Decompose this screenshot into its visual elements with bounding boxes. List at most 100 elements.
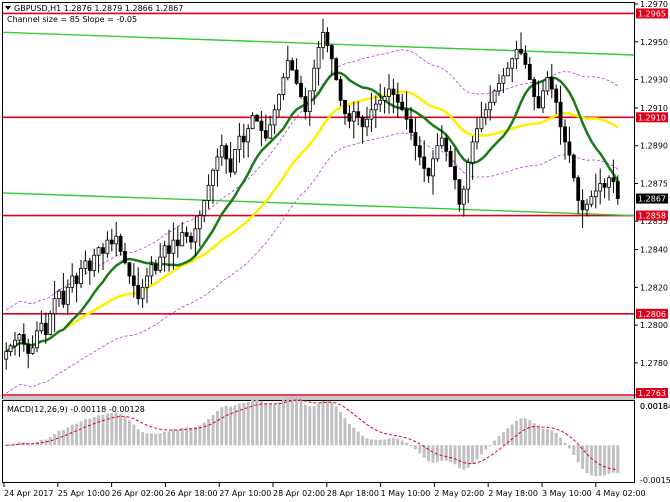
price-tag-label: 1.2763 xyxy=(638,389,666,398)
candle-body xyxy=(391,88,396,96)
macd-histogram-bar xyxy=(57,430,61,446)
candle-body xyxy=(70,275,75,288)
macd-histogram-bar xyxy=(528,419,532,446)
price-tag-label: 1.2867 xyxy=(638,195,666,204)
macd-histogram-bar xyxy=(220,407,224,446)
channel-header: Channel size = 85 Slope = -0.05 xyxy=(7,15,137,24)
macd-histogram-bar xyxy=(154,433,158,446)
macd-histogram-bar xyxy=(475,445,479,460)
candle-body xyxy=(435,145,440,160)
candle-body xyxy=(237,135,242,150)
macd-histogram-bar xyxy=(497,436,501,446)
macd-histogram-bar xyxy=(523,418,527,446)
price-tick-label: 1.2890 xyxy=(640,142,668,151)
macd-histogram-bar xyxy=(343,418,347,446)
candle-body xyxy=(35,330,39,349)
price-tag-label: 1.2965 xyxy=(638,9,666,18)
macd-histogram-bar xyxy=(431,445,435,463)
macd-histogram-bar xyxy=(308,406,312,446)
candle-body xyxy=(457,179,462,205)
time-tick-label: 28 Apr 02:00 xyxy=(273,489,325,498)
macd-histogram-bar xyxy=(88,418,92,446)
candle-body xyxy=(501,75,506,84)
macd-histogram-bar xyxy=(572,445,576,455)
candle-body xyxy=(74,275,79,284)
candle-body xyxy=(307,90,312,113)
macd-histogram-bar xyxy=(479,445,483,455)
macd-histogram-bar xyxy=(268,404,272,446)
candle-body xyxy=(259,120,264,131)
candle-body xyxy=(571,154,576,179)
candle-body xyxy=(602,183,607,188)
candle-body xyxy=(360,116,365,128)
candle-body xyxy=(83,260,88,269)
macd-histogram-bar xyxy=(75,423,79,446)
price-tag-box xyxy=(636,210,668,221)
macd-histogram-bar xyxy=(105,413,109,446)
macd-histogram-bar xyxy=(145,433,149,446)
macd-histogram-bar xyxy=(545,428,549,446)
macd-histogram-bar xyxy=(259,400,263,446)
candle-body xyxy=(101,247,105,254)
candle-body xyxy=(545,77,550,92)
candle-body xyxy=(114,235,119,245)
candle-body xyxy=(541,90,545,109)
macd-histogram-bar xyxy=(242,403,246,446)
macd-histogram-bar xyxy=(119,414,123,446)
macd-pane-frame xyxy=(2,400,635,483)
dropdown-icon[interactable] xyxy=(5,6,11,10)
macd-histogram-bar xyxy=(387,438,391,446)
candle-body xyxy=(589,196,594,205)
macd-histogram-bar xyxy=(17,442,21,446)
candle-body xyxy=(202,200,207,216)
candle-body xyxy=(497,82,501,92)
candle-body xyxy=(57,290,61,300)
macd-histogram-bar xyxy=(334,406,338,446)
candle-body xyxy=(246,128,251,143)
macd-histogram-bar xyxy=(31,443,35,446)
macd-histogram-bar xyxy=(383,439,387,446)
macd-histogram-bar xyxy=(101,414,105,446)
candle-body xyxy=(576,177,581,201)
candle-body xyxy=(470,141,475,164)
candle-body xyxy=(607,177,611,188)
macd-histogram-bar xyxy=(290,396,294,446)
macd-signal-line xyxy=(6,399,618,471)
candle-body xyxy=(382,96,387,101)
macd-histogram-bar xyxy=(607,445,611,474)
macd-histogram-bar xyxy=(453,445,457,465)
macd-histogram-bar xyxy=(207,419,211,446)
macd-histogram-bar xyxy=(554,432,558,446)
upper-envelope xyxy=(5,49,619,311)
macd-histogram-bar xyxy=(246,401,250,446)
candle-body xyxy=(92,254,97,271)
macd-histogram-bar xyxy=(501,432,505,446)
candle-body xyxy=(48,313,53,335)
candle-body xyxy=(479,116,484,130)
candle-body xyxy=(268,124,273,139)
candle-body xyxy=(549,77,554,90)
macd-tick-label: -0.00153 xyxy=(640,476,670,485)
macd-histogram-bar xyxy=(559,437,563,446)
time-tick-label: 2 May 18:00 xyxy=(488,489,538,498)
candle-body xyxy=(558,101,563,128)
candle-body xyxy=(294,69,299,84)
macd-histogram-bar xyxy=(361,435,365,446)
channel-lower-line xyxy=(2,192,635,217)
time-tick-label: 26 Apr 18:00 xyxy=(165,489,217,498)
price-tick-label: 1.2930 xyxy=(640,76,668,85)
candle-body xyxy=(127,262,132,277)
price-tag-box xyxy=(636,388,668,398)
macd-histogram-bar xyxy=(400,440,404,446)
candle-body xyxy=(39,322,44,332)
candle-body xyxy=(153,264,158,271)
macd-histogram-bar xyxy=(567,445,571,449)
candle-body xyxy=(316,47,321,69)
time-tick-label: 25 Apr 10:00 xyxy=(58,489,110,498)
macd-histogram-bar xyxy=(9,444,13,446)
candle-body xyxy=(329,45,334,60)
price-tick-label: 1.2780 xyxy=(640,359,668,368)
macd-histogram-bar xyxy=(422,445,426,458)
macd-histogram-bar xyxy=(488,445,492,447)
